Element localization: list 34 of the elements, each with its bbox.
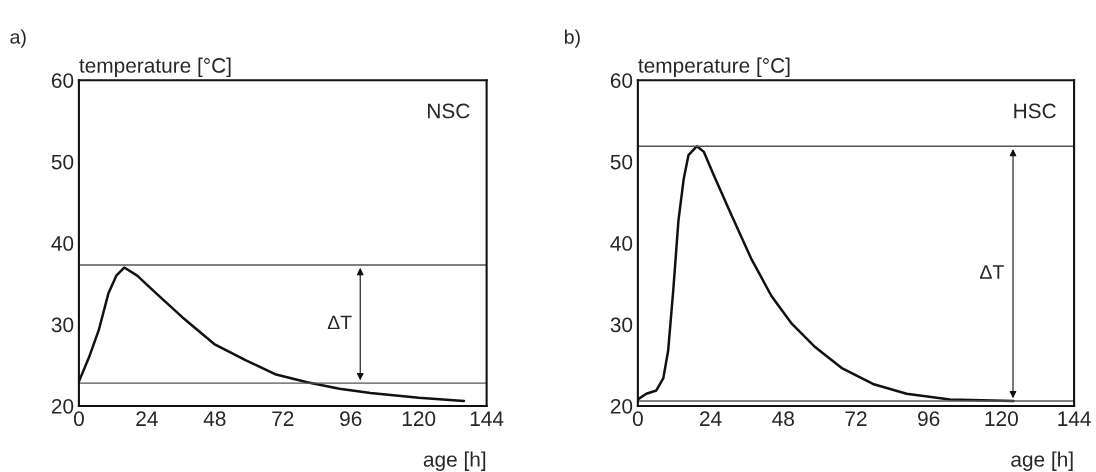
x-tick-label: 144 [1058,411,1091,426]
y-axis-title: temperature [°C] [638,57,790,77]
x-tick-label: 0 [73,411,84,427]
x-tick-label: 96 [918,411,940,427]
x-axis-title: age [h] [423,451,486,471]
y-tick-label: 40 [51,236,74,251]
y-tick-label: 60 [51,73,74,88]
x-axis-title: age [h] [1011,451,1073,471]
annotation: NSC [428,103,470,119]
y-tick-label: 30 [51,317,74,333]
annotation: ΔT [980,265,1004,279]
x-tick-label: 72 [272,411,294,426]
y-tick-label: 60 [610,73,633,88]
x-tick-label: 72 [845,411,867,426]
x-tick-label: 24 [700,411,722,426]
y-tick-label: 20 [51,398,74,414]
x-tick-label: 24 [136,411,158,426]
x-tick-label: 48 [203,411,226,427]
x-tick-label: 120 [985,411,1018,427]
y-tick-label: 50 [51,154,74,170]
x-tick-label: 48 [772,411,794,427]
x-tick-label: 96 [340,411,362,427]
chart-title: a) [10,29,26,48]
y-tick-label: 50 [610,154,633,170]
annotation: HSC [1014,103,1056,119]
x-tick-label: 0 [632,411,643,427]
chart-title: b) [564,29,580,48]
x-tick-label: 120 [402,411,436,427]
annotation: ΔT [327,315,352,330]
y-tick-label: 20 [610,398,633,414]
x-tick-label: 144 [470,411,504,426]
y-axis-title: temperature [°C] [79,57,231,77]
y-tick-label: 30 [610,317,633,333]
y-tick-label: 40 [610,236,633,251]
